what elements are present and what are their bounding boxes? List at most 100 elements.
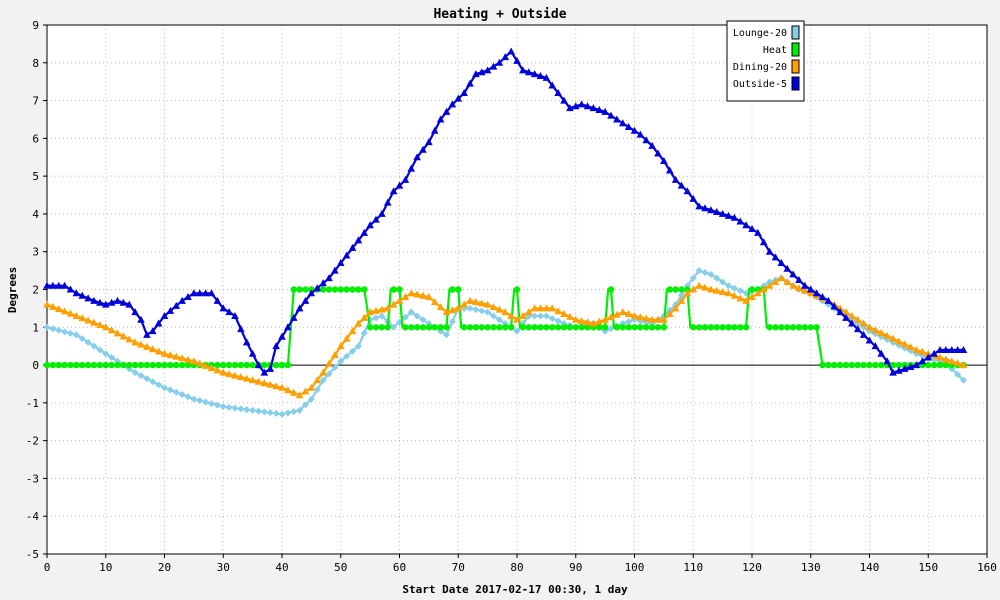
data-point bbox=[137, 315, 145, 323]
data-point bbox=[108, 361, 115, 369]
data-point bbox=[813, 324, 820, 331]
data-point bbox=[254, 377, 263, 385]
data-point bbox=[895, 366, 903, 374]
data-point bbox=[360, 313, 369, 321]
data-point bbox=[889, 368, 897, 376]
data-point bbox=[578, 324, 585, 331]
data-point bbox=[220, 361, 227, 369]
data-point bbox=[906, 343, 915, 351]
data-point bbox=[343, 286, 350, 293]
data-point bbox=[795, 276, 803, 284]
data-point bbox=[55, 361, 62, 369]
data-point bbox=[795, 324, 803, 331]
data-point bbox=[689, 274, 697, 282]
data-point bbox=[378, 312, 386, 320]
data-point bbox=[842, 361, 850, 369]
data-point bbox=[859, 330, 868, 338]
data-point bbox=[225, 370, 233, 378]
data-point bbox=[354, 236, 363, 244]
series-outside-5 bbox=[43, 47, 968, 376]
data-point bbox=[577, 100, 586, 108]
data-point bbox=[272, 361, 280, 369]
y-axis-label: Degrees bbox=[6, 267, 19, 313]
data-point bbox=[184, 393, 192, 401]
data-point bbox=[55, 326, 63, 334]
data-point bbox=[942, 345, 950, 353]
data-point bbox=[154, 319, 163, 327]
data-point bbox=[448, 100, 457, 108]
data-point bbox=[125, 335, 134, 343]
data-point bbox=[712, 208, 721, 216]
data-point bbox=[372, 215, 380, 223]
data-point bbox=[478, 324, 485, 331]
data-point bbox=[401, 175, 410, 183]
data-point bbox=[648, 141, 656, 149]
y-tick-label: 5 bbox=[32, 170, 39, 183]
y-tick-label: 4 bbox=[32, 208, 39, 221]
data-point bbox=[906, 362, 915, 370]
data-point bbox=[413, 324, 421, 331]
data-point bbox=[160, 349, 169, 357]
data-point bbox=[378, 209, 386, 217]
data-point bbox=[895, 361, 903, 369]
data-point bbox=[478, 307, 486, 315]
data-point bbox=[778, 324, 785, 331]
data-point bbox=[613, 310, 621, 318]
data-point bbox=[266, 380, 275, 388]
x-tick-label: 100 bbox=[625, 561, 645, 574]
data-point bbox=[143, 330, 151, 338]
data-point bbox=[349, 347, 356, 355]
data-point bbox=[319, 376, 327, 384]
data-point bbox=[654, 149, 662, 157]
data-point bbox=[178, 391, 186, 399]
data-point bbox=[289, 388, 298, 396]
legend-swatch bbox=[791, 25, 800, 40]
data-point bbox=[930, 349, 938, 357]
data-point bbox=[96, 346, 104, 354]
data-point bbox=[43, 281, 51, 289]
y-tick-label: -4 bbox=[26, 510, 40, 523]
x-tick-label: 10 bbox=[99, 561, 112, 574]
data-point bbox=[472, 70, 480, 78]
x-tick-label: 140 bbox=[860, 561, 880, 574]
data-point bbox=[395, 181, 404, 189]
data-point bbox=[554, 307, 562, 315]
data-point bbox=[307, 395, 315, 403]
data-point bbox=[237, 373, 245, 381]
data-point bbox=[560, 324, 568, 331]
data-point bbox=[161, 361, 168, 369]
data-point bbox=[73, 361, 80, 369]
data-point bbox=[96, 298, 104, 306]
data-point bbox=[695, 324, 703, 331]
data-point bbox=[295, 391, 304, 399]
data-point bbox=[154, 347, 163, 355]
data-point bbox=[107, 298, 116, 306]
data-point bbox=[812, 289, 821, 297]
data-point bbox=[660, 157, 668, 165]
data-point bbox=[237, 361, 245, 369]
data-point bbox=[783, 264, 792, 272]
data-point bbox=[483, 66, 492, 74]
data-point bbox=[413, 312, 421, 320]
data-point bbox=[231, 311, 239, 319]
data-point bbox=[160, 311, 169, 319]
data-point bbox=[237, 325, 245, 333]
data-point bbox=[431, 324, 438, 331]
data-point bbox=[213, 401, 221, 409]
data-point bbox=[942, 361, 950, 369]
data-point bbox=[301, 387, 310, 395]
data-point bbox=[513, 315, 521, 323]
data-point bbox=[783, 277, 792, 285]
data-point bbox=[519, 324, 527, 331]
data-point bbox=[484, 308, 492, 316]
data-point bbox=[589, 319, 598, 327]
data-point bbox=[736, 287, 744, 295]
data-point bbox=[748, 225, 756, 233]
data-point bbox=[49, 302, 57, 310]
data-point bbox=[730, 213, 739, 221]
data-point bbox=[637, 324, 644, 331]
data-point bbox=[689, 285, 698, 293]
data-point bbox=[337, 357, 345, 365]
data-point bbox=[219, 403, 227, 411]
data-point bbox=[489, 303, 498, 311]
